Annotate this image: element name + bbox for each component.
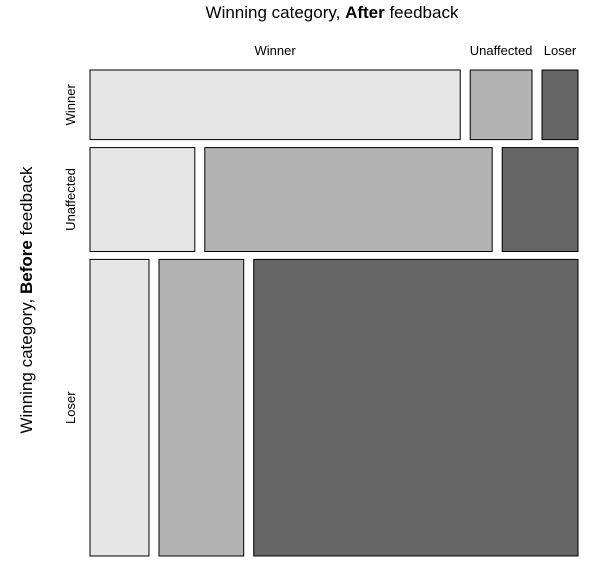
y-axis-title: Winning category, Before feedback xyxy=(17,166,36,434)
column-labels: Winner Unaffected Loser xyxy=(255,43,577,58)
mosaic-cell-winner-winner xyxy=(89,69,461,141)
chart-title-suffix: feedback xyxy=(385,3,459,22)
mosaic-cell-winner-unaffected xyxy=(469,69,533,141)
mosaic-cell-loser-loser xyxy=(253,258,579,557)
mosaic-cell-loser-winner xyxy=(89,258,150,557)
column-label-winner: Winner xyxy=(255,43,297,58)
mosaic-cell-unaffected-loser xyxy=(501,147,579,253)
chart-title: Winning category, After feedback xyxy=(206,3,459,22)
y-axis-title-bold: Before xyxy=(17,240,36,294)
mosaic-cell-unaffected-winner xyxy=(89,147,196,253)
chart-title-bold: After xyxy=(345,3,385,22)
chart-title-prefix: Winning category, xyxy=(206,3,346,22)
row-label-unaffected: Unaffected xyxy=(63,168,78,231)
row-label-loser: Loser xyxy=(63,391,78,424)
column-label-unaffected: Unaffected xyxy=(470,43,533,58)
mosaic-cells xyxy=(89,69,579,557)
row-label-winner: Winner xyxy=(63,84,78,126)
mosaic-cell-winner-loser xyxy=(541,69,579,141)
mosaic-cell-unaffected-unaffected xyxy=(204,147,493,253)
y-axis-title-suffix: feedback xyxy=(17,166,36,240)
mosaic-cell-loser-unaffected xyxy=(158,258,245,557)
y-axis-title-prefix: Winning category, xyxy=(17,294,36,434)
column-label-loser: Loser xyxy=(544,43,577,58)
row-labels: Winner Unaffected Loser xyxy=(63,84,78,424)
